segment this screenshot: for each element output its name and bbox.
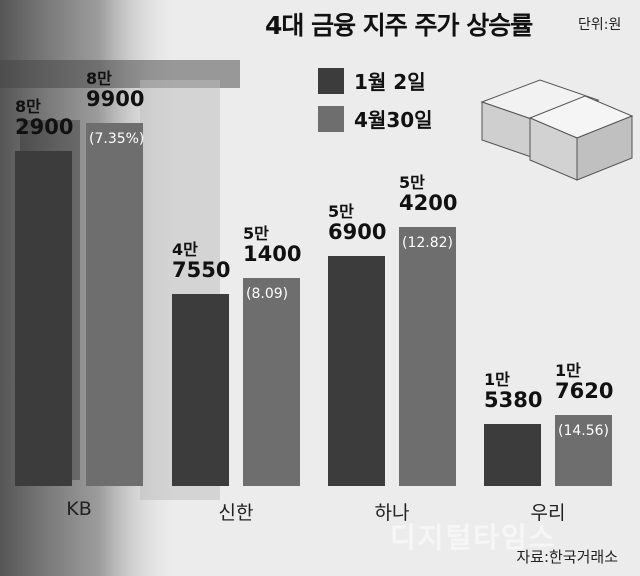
bar-KB-series2 — [86, 122, 143, 486]
value-label-rest: 1400 — [243, 242, 302, 267]
value-label-신한-series1: 4만 7550 — [172, 239, 231, 282]
pct-label-우리: (14.56) — [558, 422, 610, 439]
unit-label: 단위:원 — [578, 17, 622, 33]
category-label-하나: 하나 — [374, 502, 410, 524]
bar-신한-series1 — [172, 293, 229, 486]
value-label-man: 4만 — [172, 239, 198, 259]
value-label-rest: 7620 — [555, 378, 614, 403]
value-label-우리-series1: 1만 5380 — [484, 369, 543, 412]
category-label-KB: KB — [66, 498, 92, 520]
value-label-rest: 4200 — [399, 190, 458, 215]
watermark: 디지털타임스 — [390, 521, 557, 554]
value-label-KB-series2: 8만 9900 — [86, 68, 145, 111]
value-label-rest: 6900 — [328, 220, 387, 245]
value-label-man: 8만 — [15, 97, 41, 117]
value-label-man: 5만 — [328, 202, 354, 222]
pct-label-하나: (12.82) — [402, 234, 454, 251]
value-label-KB-series1: 8만 2900 — [15, 99, 73, 138]
value-label-man: 1만 — [484, 369, 510, 389]
legend-swatch-series1 — [318, 67, 344, 94]
pct-label-신한: (8.09) — [246, 286, 289, 303]
value-label-신한-series2: 5만 1400 — [243, 226, 301, 265]
value-label-하나-series2: 5만 4200 — [399, 172, 458, 215]
bar-우리-series1 — [484, 423, 541, 486]
bar-우리-series2 — [555, 414, 612, 486]
value-label-rest: 2900 — [15, 115, 74, 140]
bar-하나-series1 — [328, 256, 385, 486]
pct-label-KB: (7.35%) — [89, 130, 145, 147]
value-label-rest: 9900 — [86, 86, 145, 111]
category-label-신한: 신한 — [218, 502, 254, 524]
value-label-우리-series2: 1만 7620 — [555, 360, 614, 403]
bar-하나-series2 — [399, 226, 456, 486]
legend-label-series1: 1월 2일 — [354, 70, 426, 94]
value-label-rest: 7550 — [172, 257, 231, 282]
value-label-man: 8만 — [86, 68, 112, 88]
legend-swatch-series2 — [318, 105, 344, 132]
value-label-rest: 5380 — [484, 387, 543, 412]
category-label-우리: 우리 — [530, 502, 566, 524]
bar-신한-series2 — [243, 278, 300, 486]
value-label-하나-series1: 5만 6900 — [328, 204, 386, 243]
source-note: 자료:한국거래소 — [516, 548, 618, 566]
legend-item-series2: 4월30일 — [318, 104, 433, 133]
value-label-man: 5만 — [243, 224, 269, 244]
value-label-man: 5만 — [399, 172, 425, 192]
legend-label-series2: 4월30일 — [354, 108, 433, 132]
legend-item-series1: 1월 2일 — [318, 66, 426, 95]
bar-KB-series1 — [15, 151, 72, 486]
chart-title: 4대 금융 지주 주가 상승률 — [265, 11, 533, 40]
value-label-man: 1만 — [555, 360, 581, 380]
money-stack-illustration — [480, 79, 634, 181]
